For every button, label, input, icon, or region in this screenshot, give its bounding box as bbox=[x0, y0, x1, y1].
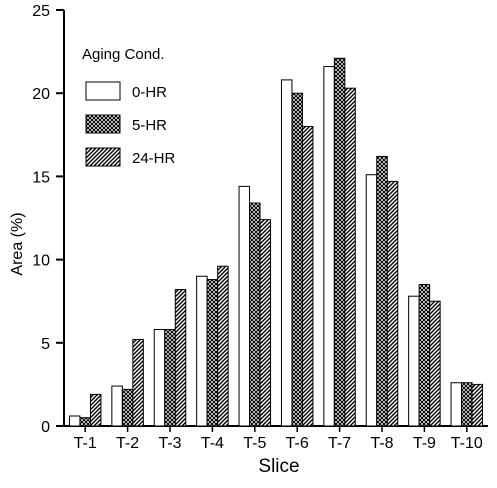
legend-label-24-hr: 24-HR bbox=[132, 150, 176, 167]
bar-t-3-24-hr bbox=[174, 289, 187, 427]
bar-t-1-0-hr bbox=[68, 415, 81, 427]
y-tick-label: 15 bbox=[32, 169, 50, 186]
bar-t-6-24-hr bbox=[301, 125, 314, 427]
bar-t-3-5-hr bbox=[164, 328, 176, 427]
y-tick-label: 5 bbox=[41, 336, 50, 353]
bar-t-9-5-hr bbox=[418, 284, 431, 427]
bars bbox=[68, 57, 484, 427]
y-tick-label: 0 bbox=[41, 419, 50, 436]
legend-label-0-hr: 0-HR bbox=[132, 84, 167, 101]
bar-t-10-0-hr bbox=[450, 382, 463, 427]
bar-t-7-24-hr bbox=[344, 87, 356, 427]
bar-t-6-0-hr bbox=[280, 79, 293, 427]
legend-title: Aging Cond. bbox=[82, 46, 165, 63]
y-tick-label: 25 bbox=[32, 3, 50, 20]
x-tick-label-t-5: T-5 bbox=[243, 435, 266, 452]
bar-t-2-24-hr bbox=[132, 338, 144, 427]
x-axis-title: Slice bbox=[258, 456, 299, 477]
bar-t-9-24-hr bbox=[429, 300, 441, 427]
legend-swatch-5-hr bbox=[85, 114, 121, 134]
bar-t-5-5-hr bbox=[249, 202, 261, 427]
x-tick-label-t-6: T-6 bbox=[286, 435, 309, 452]
x-tick-label-t-10: T-10 bbox=[451, 435, 483, 452]
bar-t-2-5-hr bbox=[121, 388, 134, 427]
bar-t-1-24-hr bbox=[89, 393, 102, 427]
bar-t-3-0-hr bbox=[153, 328, 166, 427]
bar-t-4-0-hr bbox=[196, 275, 208, 427]
x-tick-label-t-9: T-9 bbox=[413, 435, 436, 452]
x-tick-label-t-3: T-3 bbox=[158, 435, 181, 452]
bar-t-1-5-hr bbox=[79, 417, 91, 427]
bar-t-10-24-hr bbox=[471, 383, 484, 427]
x-tick-label-t-7: T-7 bbox=[328, 435, 351, 452]
bar-t-9-0-hr bbox=[408, 295, 420, 427]
legend-swatch-24-hr bbox=[85, 147, 121, 167]
y-ticks: 0 5 10 15 20 25 bbox=[32, 3, 64, 436]
x-ticks: T-1 T-2 T-3 T-4 T-5 T-6 T-7 T-8 T-9 T-10 bbox=[74, 426, 483, 452]
legend: Aging Cond. 0-HR 5-HR 24-HR bbox=[82, 46, 176, 167]
x-tick-label-t-4: T-4 bbox=[201, 435, 224, 452]
legend-label-5-hr: 5-HR bbox=[132, 117, 167, 134]
bar-t-5-24-hr bbox=[259, 219, 272, 427]
bar-t-8-0-hr bbox=[365, 174, 378, 427]
bar-t-10-5-hr bbox=[461, 382, 473, 427]
x-tick-label-t-8: T-8 bbox=[370, 435, 393, 452]
bar-t-6-5-hr bbox=[291, 92, 303, 427]
bar-t-7-0-hr bbox=[323, 66, 335, 427]
bar-t-4-5-hr bbox=[206, 279, 219, 427]
y-tick-label: 20 bbox=[32, 86, 50, 103]
bar-t-2-0-hr bbox=[111, 385, 123, 427]
x-tick-label-t-2: T-2 bbox=[116, 435, 139, 452]
bar-t-5-0-hr bbox=[238, 185, 251, 427]
x-tick-label-t-1: T-1 bbox=[74, 435, 97, 452]
y-axis-title: Area (%) bbox=[9, 212, 26, 275]
bar-t-4-24-hr bbox=[217, 265, 229, 427]
bar-t-8-24-hr bbox=[386, 180, 399, 427]
legend-swatch-0-hr bbox=[85, 81, 121, 101]
bar-t-7-5-hr bbox=[333, 57, 346, 427]
y-tick-label: 10 bbox=[32, 253, 50, 270]
bar-t-8-5-hr bbox=[376, 155, 388, 427]
